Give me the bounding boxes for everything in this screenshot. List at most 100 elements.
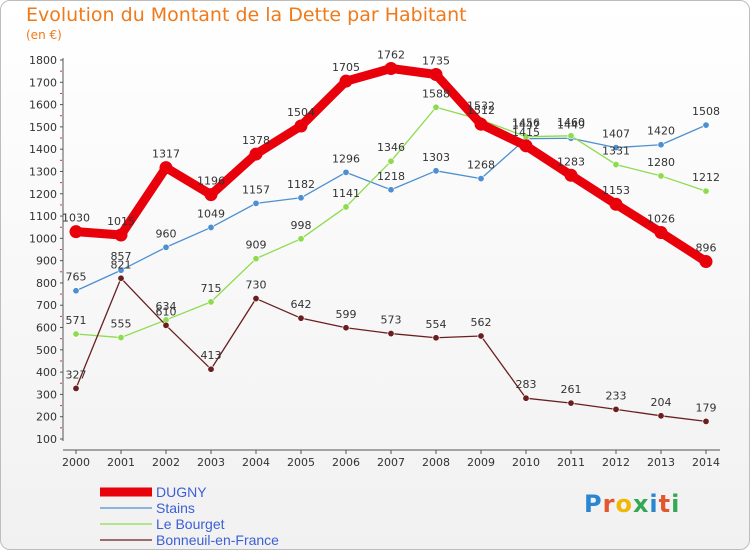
chart-unit: (en €) [26,28,62,42]
data-label-dugny: 1026 [647,213,675,226]
data-label-dugny: 1705 [332,61,360,74]
data-label-stains: 1049 [197,207,225,220]
data-point-stains [477,175,485,183]
data-point-stains [612,144,620,152]
x-tick-label: 2011 [557,456,585,469]
data-point-dugny [654,226,668,240]
data-label-dugny: 1512 [467,104,495,117]
x-tick-label: 2001 [107,456,135,469]
data-point-dugny [294,119,308,133]
data-point-le-bourget [117,334,125,342]
data-point-le-bourget [72,330,80,338]
data-label-bonneuil-en-france: 554 [426,318,447,331]
legend-item-le-bourget: Le Bourget [100,516,340,532]
data-label-le-bourget: 634 [156,300,177,313]
x-tick-label: 2009 [467,456,495,469]
legend-label-dugny: DUGNY [156,484,207,500]
x-tick-label: 2013 [647,456,675,469]
data-label-bonneuil-en-france: 821 [111,258,132,271]
legend-swatch-dugny [100,487,152,497]
data-point-bonneuil-en-france [477,332,485,340]
data-label-le-bourget: 1280 [647,156,675,169]
data-point-bonneuil-en-france [342,324,350,332]
data-point-le-bourget [297,235,305,243]
chart-title: Evolution du Montant de la Dette par Hab… [26,4,467,26]
data-label-le-bourget: 1331 [602,145,630,158]
data-label-stains: 1303 [422,151,450,164]
data-label-stains: 1449 [557,118,585,131]
x-tick-label: 2007 [377,456,405,469]
legend-swatch-stains [100,507,152,509]
y-tick-label: 1300 [29,165,57,178]
data-point-le-bourget [612,161,620,169]
data-point-le-bourget [252,255,260,263]
data-label-le-bourget: 1460 [557,116,585,129]
data-label-bonneuil-en-france: 562 [471,316,492,329]
data-label-dugny: 1196 [197,175,225,188]
data-point-le-bourget [207,298,215,306]
data-label-dugny: 1030 [62,212,90,225]
legend-item-bonneuil: Bonneuil-en-France [100,532,340,548]
data-label-le-bourget: 1212 [692,171,720,184]
legend-label-bonneuil: Bonneuil-en-France [156,532,279,548]
data-point-stains [702,121,710,129]
data-point-bonneuil-en-france [567,399,575,407]
y-tick-label: 400 [36,366,57,379]
data-label-stains: 1296 [332,152,360,165]
data-point-dugny [519,139,533,153]
data-label-stains: 765 [66,271,87,284]
data-label-bonneuil-en-france: 599 [336,308,357,321]
data-point-bonneuil-en-france [252,295,260,303]
data-label-bonneuil-en-france: 327 [66,368,87,381]
data-label-bonneuil-en-france: 610 [156,305,177,318]
x-tick-label: 2000 [62,456,90,469]
logo-letter: x [632,490,650,518]
data-label-stains: 1218 [377,170,405,183]
y-tick-label: 100 [36,433,57,446]
data-point-bonneuil-en-france [162,321,170,329]
data-label-dugny: 1283 [557,155,585,168]
data-label-bonneuil-en-france: 573 [381,314,402,327]
data-label-bonneuil-en-france: 730 [246,279,267,292]
data-point-stains [72,287,80,295]
x-tick-label: 2012 [602,456,630,469]
data-label-stains: 1447 [512,119,540,132]
data-point-bonneuil-en-france [702,417,710,425]
y-tick-label: 1700 [29,76,57,89]
data-point-stains [297,194,305,202]
logo-letter: i [649,490,659,518]
data-point-stains [657,141,665,149]
x-tick-label: 2002 [152,456,180,469]
data-point-bonneuil-en-france [657,412,665,420]
data-label-le-bourget: 1141 [332,187,360,200]
data-point-le-bourget [567,132,575,140]
data-point-stains [432,167,440,175]
data-point-dugny [204,188,218,202]
data-label-stains: 1508 [692,105,720,118]
y-tick-label: 1200 [29,188,57,201]
data-label-dugny: 1378 [242,134,270,147]
data-label-stains: 1182 [287,178,315,191]
logo-letter: P [584,490,603,518]
proxiti-logo: Proxiti [584,490,680,518]
data-point-stains [252,199,260,207]
data-point-dugny [564,168,578,182]
data-label-le-bourget: 571 [66,314,87,327]
logo-letter: t [658,490,672,518]
legend-label-stains: Stains [156,500,195,516]
y-tick-label: 200 [36,411,57,424]
y-tick-label: 1400 [29,143,57,156]
data-point-bonneuil-en-france [612,405,620,413]
x-tick-label: 2008 [422,456,450,469]
legend-swatch-bonneuil [100,539,152,541]
data-point-bonneuil-en-france [432,334,440,342]
x-tick-label: 2003 [197,456,225,469]
data-label-dugny: 1504 [287,106,315,119]
data-point-le-bourget [702,187,710,195]
data-point-stains [162,243,170,251]
logo-letter: r [602,490,616,518]
data-label-le-bourget: 909 [246,239,267,252]
legend: DUGNY Stains Le Bourget Bonneuil-en-Fran… [100,484,340,548]
